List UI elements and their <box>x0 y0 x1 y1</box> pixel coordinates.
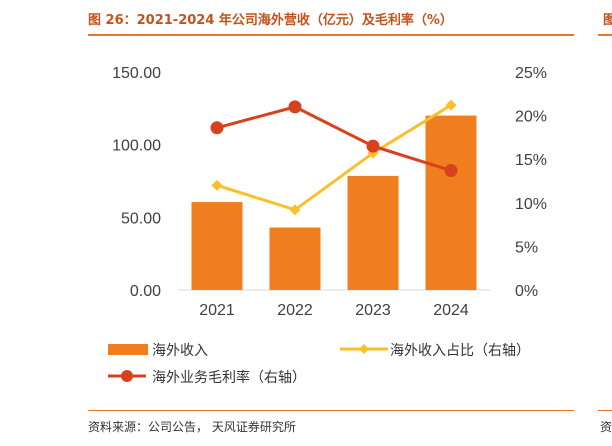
bar-2021 <box>191 202 243 290</box>
adjacent-title-divider <box>598 34 612 36</box>
margin-point-2021 <box>210 121 224 135</box>
legend-swatch-share-marker <box>359 344 369 354</box>
adjacent-figure-title-fragment: 图 <box>603 13 612 28</box>
right-axis-tick-label: 0% <box>515 283 538 300</box>
margin-point-2024 <box>444 164 458 178</box>
legend-label-margin: 海外业务毛利率（右轴） <box>152 369 306 386</box>
left-axis-tick-label: 100.00 <box>112 138 161 155</box>
margin-point-2023 <box>366 139 380 153</box>
adjacent-source-fragment: 资 <box>600 420 612 434</box>
x-axis-tick-label: 2022 <box>277 302 313 319</box>
legend-swatch-margin-marker <box>121 370 133 382</box>
share-point-2021 <box>211 179 223 191</box>
left-axis-tick-label: 50.00 <box>121 210 161 227</box>
share-point-2024 <box>445 99 457 111</box>
bar-series <box>191 115 477 290</box>
x-axis-tick-label: 2021 <box>199 302 235 319</box>
legend: 海外收入 海外收入占比（右轴） 海外业务毛利率（右轴） <box>108 343 530 386</box>
adjacent-source-divider <box>598 410 612 411</box>
share-line <box>216 103 452 212</box>
legend-label-share: 海外收入占比（右轴） <box>390 343 530 359</box>
margin-point-2022 <box>288 100 302 114</box>
margin-line <box>216 105 452 172</box>
title-divider <box>88 34 574 36</box>
x-axis-ticks: 2021 2022 2023 2024 <box>199 302 469 319</box>
bar-2024 <box>425 115 477 290</box>
bar-2022 <box>269 227 321 290</box>
left-axis-tick-label: 150.00 <box>112 65 161 82</box>
right-axis-tick-label: 20% <box>515 109 547 126</box>
right-axis-tick-label: 15% <box>515 152 547 169</box>
x-axis-tick-label: 2024 <box>433 302 469 319</box>
figure-title: 图 26：2021-2024 年公司海外营收（亿元）及毛利率（%） <box>88 13 453 28</box>
legend-swatch-overseas-revenue <box>108 344 148 355</box>
left-axis: 0.00 50.00 100.00 150.00 <box>112 65 161 300</box>
right-axis-tick-label: 5% <box>515 239 538 256</box>
left-axis-tick-label: 0.00 <box>130 283 161 300</box>
right-axis: 0% 5% 10% 15% 20% 25% <box>515 65 547 300</box>
source-divider <box>88 410 574 411</box>
legend-label-overseas-revenue: 海外收入 <box>152 343 208 359</box>
source-note: 资料来源：公司公告， 天风证券研究所 <box>88 420 296 434</box>
line-series <box>210 99 458 216</box>
right-axis-tick-label: 25% <box>515 65 547 82</box>
share-point-2022 <box>289 204 301 216</box>
bar-2023 <box>347 175 399 290</box>
right-axis-tick-label: 10% <box>515 196 547 213</box>
x-axis-tick-label: 2023 <box>355 302 391 319</box>
